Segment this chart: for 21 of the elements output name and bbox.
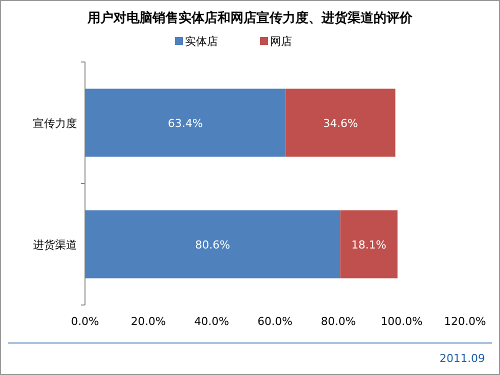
- bar: [286, 88, 396, 157]
- legend-label: 实体店: [185, 35, 218, 48]
- bar: [340, 210, 398, 278]
- x-tick-label: 120.0%: [444, 315, 486, 328]
- x-tick-label: 60.0%: [258, 315, 292, 328]
- data-label: 18.1%: [351, 238, 386, 252]
- x-tick-label: 20.0%: [130, 315, 166, 328]
- x-tick-label: 100.0%: [380, 315, 423, 328]
- chart-title: 用户对电脑销售实体店和网店宣传力度、进货渠道的评价: [86, 10, 414, 26]
- data-label: 80.6%: [195, 238, 230, 252]
- y-tick-label: 宣传力度: [33, 116, 77, 130]
- data-label: 34.6%: [323, 116, 358, 130]
- bar: [85, 210, 340, 278]
- x-tick-label: 0.0%: [71, 315, 99, 328]
- x-tick-label: 80.0%: [320, 315, 356, 328]
- x-tick-label: 40.0%: [194, 315, 230, 328]
- data-label: 63.4%: [168, 116, 203, 130]
- legend-label: 网店: [270, 35, 292, 48]
- y-tick-label: 进货渠道: [33, 238, 77, 252]
- bar: [85, 88, 286, 157]
- text: 2011.09: [440, 352, 485, 365]
